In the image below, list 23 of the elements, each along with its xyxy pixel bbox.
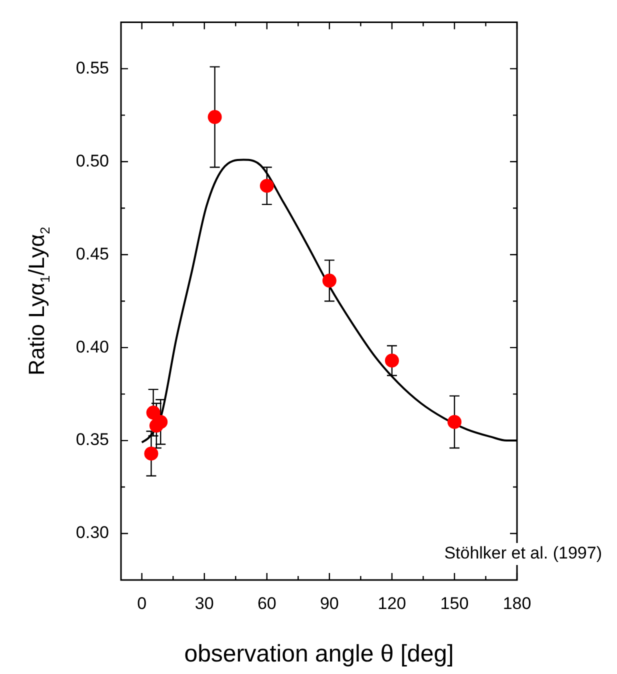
- y-tick-label: 0.45: [76, 244, 109, 264]
- point: [384, 354, 399, 368]
- point: [260, 178, 274, 193]
- point: [144, 446, 158, 461]
- y-tick-label: 0.40: [76, 337, 109, 356]
- point: [322, 274, 336, 288]
- x-tick-label: 0: [137, 594, 147, 613]
- x-tick-label: 90: [320, 594, 339, 613]
- x-tick-label: 150: [440, 594, 469, 613]
- y-tick-label: 0.55: [76, 58, 109, 78]
- x-tick-label: 120: [378, 594, 406, 613]
- y-tick-label: 0.30: [76, 523, 109, 542]
- point: [208, 110, 222, 124]
- x-tick-label: 180: [502, 594, 532, 613]
- point: [146, 406, 160, 420]
- x-tick-label: 60: [257, 594, 276, 613]
- x-tick-label: 30: [194, 594, 214, 613]
- x-axis-title: observation angle θ [deg]: [184, 640, 454, 668]
- y-tick-label: 0.35: [76, 430, 109, 450]
- y-tick-label: 0.50: [76, 151, 109, 170]
- point: [447, 414, 462, 429]
- annotation: Stöhlker et al. (1997): [444, 544, 602, 563]
- y-axis-title: Ratio Lyα1/Lyα2: [24, 226, 52, 376]
